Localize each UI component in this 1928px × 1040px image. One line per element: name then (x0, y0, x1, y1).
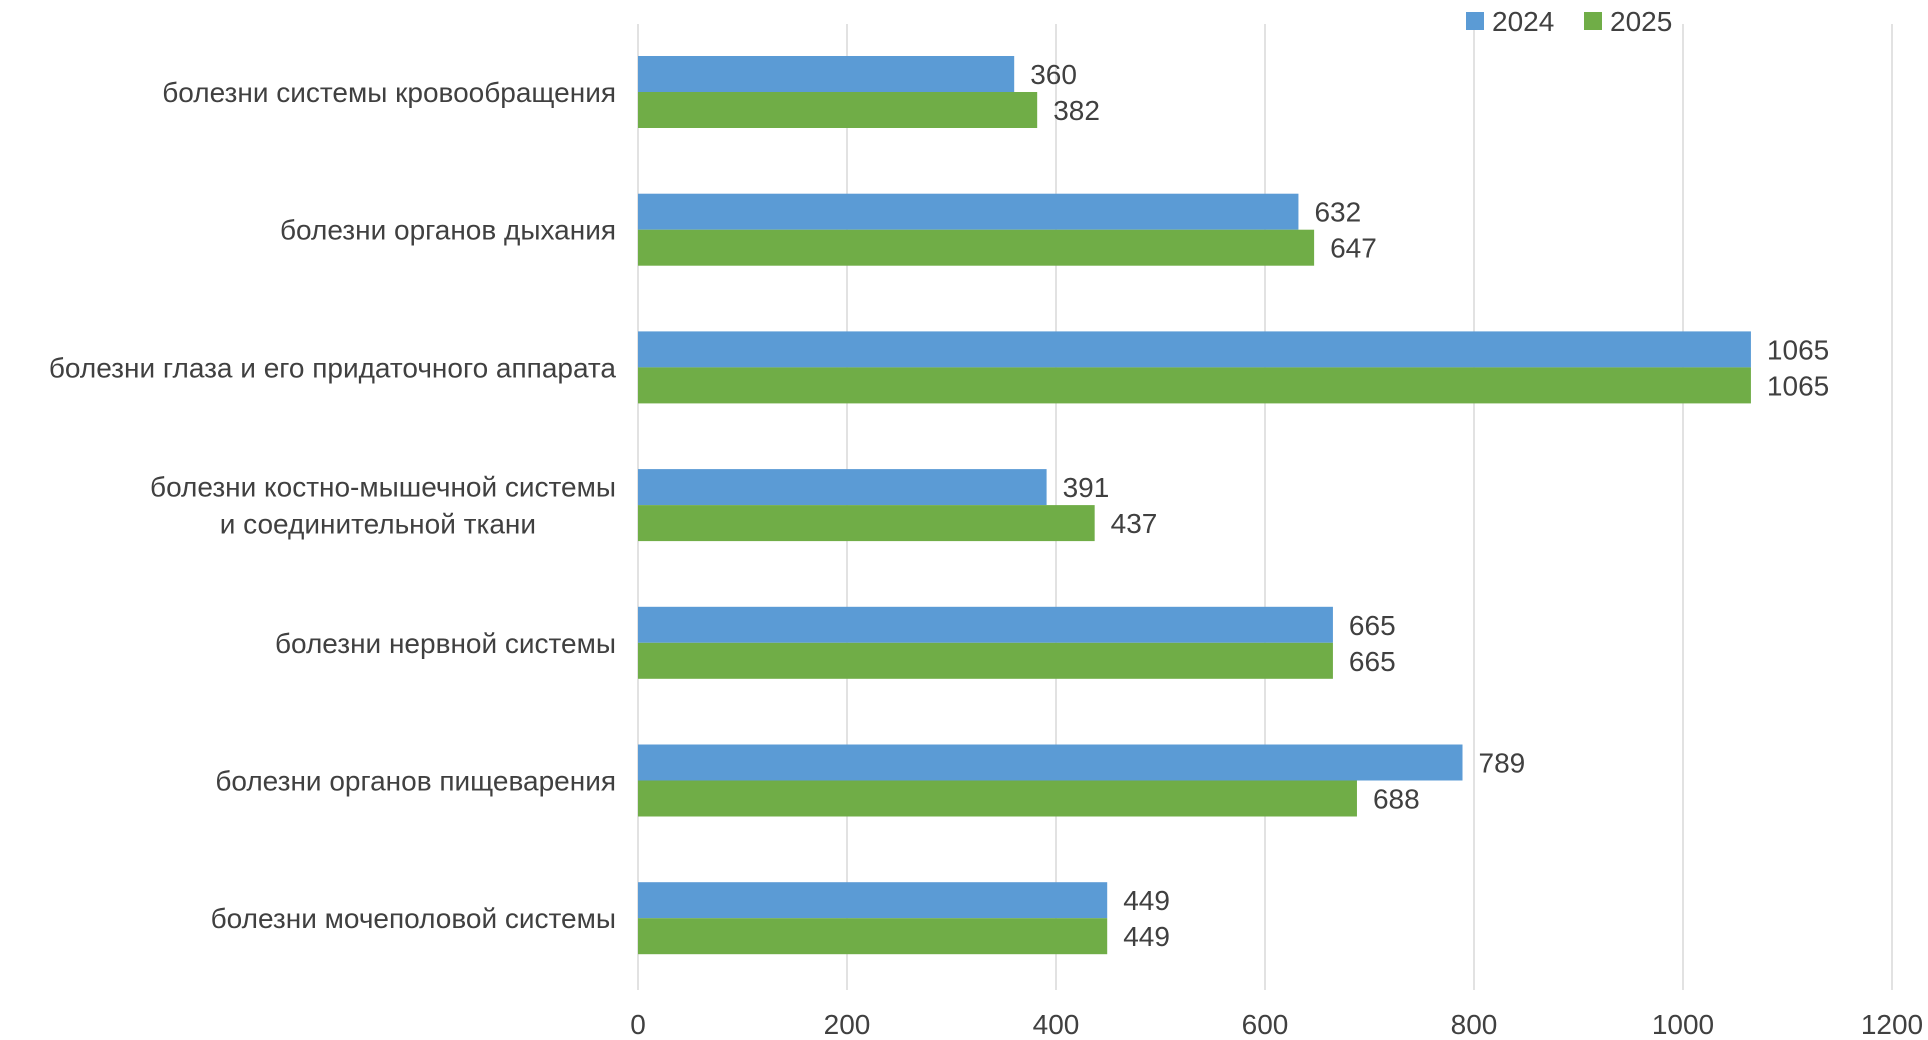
bar-2024-0 (638, 56, 1015, 92)
data-label-2024-3: 391 (1063, 472, 1110, 503)
bar-2025-2 (638, 367, 1751, 404)
x-tick-label: 800 (1451, 1009, 1498, 1040)
x-tick-label: 600 (1242, 1009, 1289, 1040)
data-label-2024-2: 1065 (1767, 334, 1829, 365)
data-label-2025-0: 382 (1053, 95, 1100, 126)
bars (638, 56, 1751, 955)
x-tick-label: 1200 (1861, 1009, 1923, 1040)
bar-2024-5 (638, 744, 1463, 781)
data-label-2025-6: 449 (1123, 921, 1170, 952)
data-label-2025-4: 665 (1349, 646, 1396, 677)
bar-2025-3 (638, 505, 1095, 542)
category-labels: болезни системы кровообращения болезни ор… (49, 77, 617, 934)
category-label-5: болезни органов пищеварения (215, 766, 616, 797)
legend-label-2024: 2024 (1492, 6, 1554, 37)
data-label-2025-2: 1065 (1767, 370, 1829, 401)
data-label-2024-4: 665 (1349, 610, 1396, 641)
data-label-2025-3: 437 (1111, 508, 1158, 539)
bar-2025-6 (638, 918, 1108, 955)
data-label-2024-5: 789 (1479, 748, 1526, 779)
bar-2024-2 (638, 331, 1751, 368)
x-axis-tick-labels: 0 200 400 600 800 1000 1200 (630, 1009, 1923, 1040)
bar-2024-4 (638, 606, 1333, 643)
legend: 2024 2025 (1466, 6, 1672, 37)
bar-2025-1 (638, 229, 1315, 266)
category-label-2: болезни глаза и его придаточного аппарат… (49, 352, 617, 383)
category-label-4: болезни нервной системы (275, 628, 616, 659)
data-label-2024-6: 449 (1123, 885, 1170, 916)
bar-2025-0 (638, 92, 1038, 128)
data-label-2024-1: 632 (1314, 197, 1361, 228)
data-label-2025-5: 688 (1373, 784, 1420, 815)
category-label-3: болезни костно-мышечной системы и соедини… (150, 472, 616, 540)
data-label-2025-1: 647 (1330, 233, 1377, 264)
bar-2025-5 (638, 780, 1357, 817)
legend-label-2025: 2025 (1610, 6, 1672, 37)
bar-2025-4 (638, 642, 1333, 679)
category-label-0: болезни системы кровообращения (162, 77, 616, 108)
data-label-2024-0: 360 (1030, 59, 1077, 90)
legend-swatch-2024 (1466, 12, 1484, 30)
bar-2024-3 (638, 469, 1047, 506)
category-label-1: болезни органов дыхания (280, 215, 616, 246)
category-label-6: болезни мочеполовой системы (211, 903, 616, 934)
bar-2024-6 (638, 882, 1108, 919)
bar-2024-1 (638, 193, 1299, 230)
legend-swatch-2025 (1584, 12, 1602, 30)
x-tick-label: 200 (824, 1009, 871, 1040)
x-tick-label: 1000 (1652, 1009, 1714, 1040)
x-tick-label: 400 (1033, 1009, 1080, 1040)
x-tick-label: 0 (630, 1009, 646, 1040)
